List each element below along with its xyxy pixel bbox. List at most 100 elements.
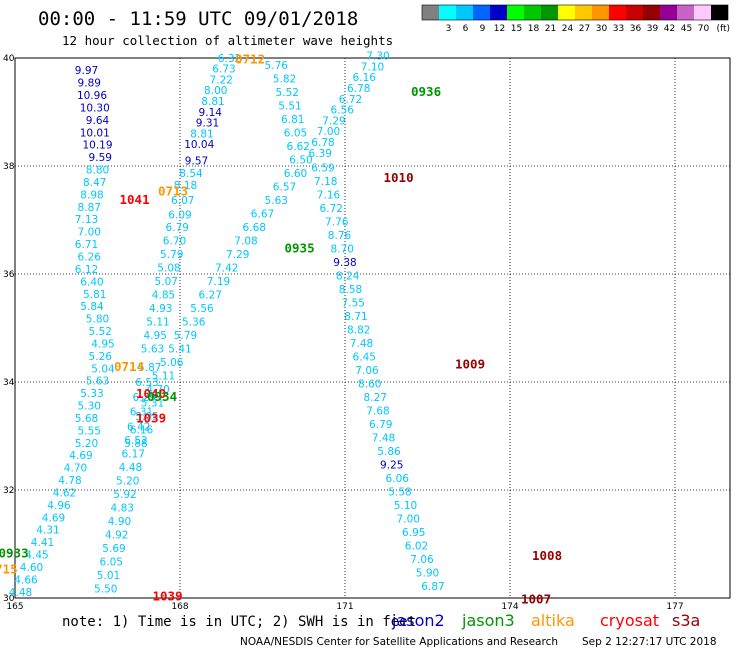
pass-time-label: 0935 — [285, 240, 315, 255]
wave-height-value: 5.52 — [276, 87, 299, 99]
wave-height-value: 4.78 — [58, 475, 81, 487]
wave-height-value: 7.18 — [314, 176, 337, 188]
grid — [14, 57, 730, 599]
wave-height-value: 7.00 — [78, 227, 101, 239]
wave-height-value: 7.68 — [366, 405, 389, 417]
wave-height-value: 8.80 — [86, 165, 109, 177]
wave-height-value: 4.95 — [144, 330, 167, 342]
wave-height-value: 5.63 — [86, 376, 109, 388]
wave-height-value: 6.05 — [284, 127, 307, 139]
wave-height-value: 8.18 — [174, 180, 197, 192]
wave-height-value: 7.55 — [342, 297, 365, 309]
wave-height-value: 6.73 — [212, 64, 235, 76]
wave-height-value: 7.30 — [366, 51, 389, 63]
legend-bin-label: 33 — [613, 24, 624, 34]
legend-bin-label: 21 — [545, 24, 556, 34]
wave-height-value: 7.00 — [397, 513, 420, 525]
wave-height-value: 4.90 — [108, 516, 131, 528]
wave-height-value: 7.42 — [215, 262, 238, 274]
chart-subtitle: 12 hour collection of altimeter wave hei… — [62, 33, 393, 48]
legend-swatch — [439, 5, 456, 20]
wave-height-value: 8.82 — [347, 324, 370, 336]
wave-height-value: 9.57 — [185, 155, 208, 167]
wave-height-value: 5.06 — [160, 357, 184, 369]
wave-height-value: 5.10 — [394, 500, 417, 512]
pass-time-label: 1009 — [455, 357, 485, 372]
wave-height-value: 6.05 — [100, 557, 123, 569]
wave-height-value: 7.06 — [355, 365, 379, 377]
wave-height-value: 4.95 — [91, 338, 114, 350]
wave-height-value: 8.00 — [204, 85, 227, 97]
legend-bin-label: 3 — [446, 24, 452, 34]
satellite-name: jason2 — [391, 611, 445, 630]
pass-time-label: 1041 — [120, 192, 150, 207]
wave-height-value: 10.01 — [80, 127, 110, 139]
wave-height-value: 6.26 — [78, 252, 102, 264]
wave-height-value: 6.79 — [166, 222, 189, 234]
wave-height-value: 6.29 — [133, 392, 156, 404]
x-tick-label: 177 — [666, 602, 683, 612]
wave-height-value: 5.52 — [89, 326, 112, 338]
pass-time-label: 0713 — [158, 184, 188, 199]
wave-height-value: 7.08 — [234, 235, 257, 247]
chart-title: 00:00 - 11:59 UTC 09/01/2018 — [38, 8, 358, 30]
wave-height-value: 5.26 — [89, 351, 113, 363]
wave-height-value: 5.33 — [80, 388, 103, 400]
wave-height-value: 6.60 — [284, 168, 307, 180]
wave-height-value: 6.17 — [122, 449, 145, 461]
wave-height-value: 5.68 — [75, 413, 98, 425]
wave-height-value: 8.58 — [339, 284, 362, 296]
legend-bin-label: 42 — [664, 24, 675, 34]
wave-height-value: 7.29 — [322, 115, 345, 127]
legend-border — [421, 4, 729, 21]
legend-swatch — [660, 5, 677, 20]
pass-time-label: 0933 — [0, 546, 29, 561]
wave-height-value: 8.87 — [78, 202, 101, 214]
wave-height-value: 6.81 — [281, 114, 304, 126]
wave-height-value: 8.27 — [364, 392, 387, 404]
wave-height-value: 5.92 — [113, 489, 136, 501]
legend-bin-label: 30 — [596, 24, 608, 34]
footer-timestamp: Sep 2 12:27:17 UTC 2018 — [582, 636, 717, 648]
wave-height-value: 4.70 — [146, 384, 169, 396]
wave-height-value: 8.81 — [201, 96, 224, 108]
legend-swatch — [558, 5, 575, 20]
wave-height-value: 5.56 — [190, 303, 214, 315]
legend-bin-label: 70 — [698, 24, 710, 34]
x-tick-label: 165 — [6, 602, 23, 612]
y-tick-label: 32 — [3, 486, 14, 496]
wave-height-value: 5.90 — [416, 567, 439, 579]
wave-height-value: 5.82 — [273, 73, 296, 85]
wave-height-value: 5.63 — [265, 195, 288, 207]
legend-swatch — [422, 5, 439, 20]
wave-height-value: 7.76 — [325, 216, 349, 228]
legend-swatch — [694, 5, 711, 20]
satellite-name: cryosat — [600, 611, 659, 630]
wave-height-value: 8.76 — [328, 230, 352, 242]
wave-height-value: 8.71 — [344, 311, 367, 323]
legend-swatch — [541, 5, 558, 20]
legend-bin-label: 9 — [480, 24, 486, 34]
wave-height-value: 6.31 — [130, 406, 153, 418]
wave-height-value: 8.81 — [190, 128, 213, 140]
pass-time-label: 1039 — [153, 589, 183, 604]
wave-height-value: 5.07 — [155, 276, 178, 288]
pass-time-label: 1008 — [532, 548, 562, 563]
wave-height-value: 6.78 — [311, 137, 334, 149]
wave-height-value: 9.14 — [199, 107, 223, 119]
legend-swatch — [711, 5, 728, 20]
wave-height-value: 7.29 — [226, 249, 249, 261]
wave-height-value: 5.51 — [278, 100, 301, 112]
wave-height-value: 5.41 — [168, 343, 191, 355]
pass-time-label: 1007 — [521, 591, 551, 606]
pass-time-label: 0936 — [411, 84, 441, 99]
wave-height-value: 7.00 — [317, 126, 340, 138]
wave-height-value: 6.09 — [168, 209, 191, 221]
wave-height-value: 6.16 — [353, 72, 377, 84]
y-tick-label: 30 — [3, 594, 15, 604]
wave-height-value: 10.96 — [77, 90, 107, 102]
wave-height-value: 5.88 — [124, 438, 147, 450]
wave-height-value: 9.64 — [86, 115, 110, 127]
legend-swatch — [507, 5, 524, 20]
legend-swatch — [456, 5, 473, 20]
